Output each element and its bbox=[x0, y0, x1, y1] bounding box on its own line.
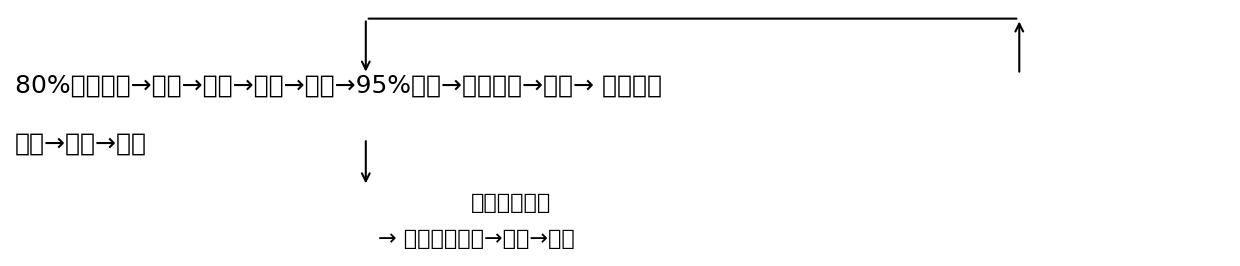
Text: 麦芽糖醇液体: 麦芽糖醇液体 bbox=[471, 193, 552, 214]
Text: 糖醇→烘干→成品: 糖醇→烘干→成品 bbox=[15, 132, 146, 156]
Text: 80%麦芽糖醇→脱色→离交→浓缩→结晶→95%底糖→二次结晶→分离→ 结晶麦芽: 80%麦芽糖醇→脱色→离交→浓缩→结晶→95%底糖→二次结晶→分离→ 结晶麦芽 bbox=[15, 73, 662, 97]
Text: → 结晶麦芽糖醇→烘干→成品: → 结晶麦芽糖醇→烘干→成品 bbox=[378, 229, 575, 250]
